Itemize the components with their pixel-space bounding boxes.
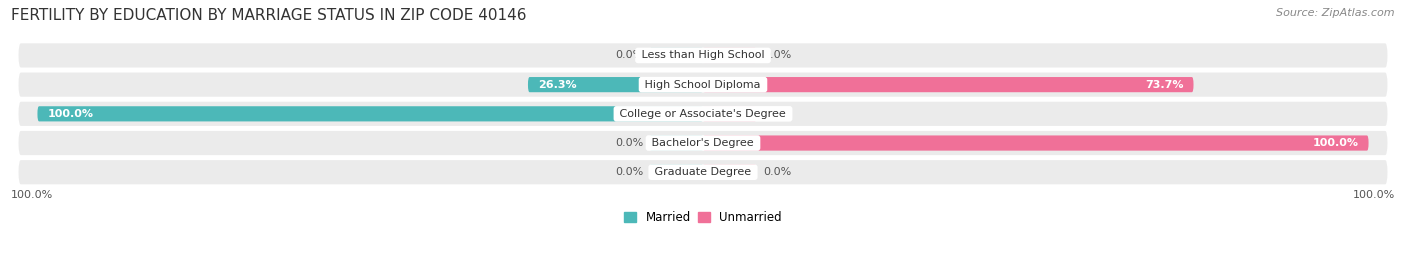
FancyBboxPatch shape (703, 106, 756, 121)
FancyBboxPatch shape (650, 136, 703, 151)
Text: 100.0%: 100.0% (48, 109, 93, 119)
Text: Source: ZipAtlas.com: Source: ZipAtlas.com (1277, 8, 1395, 18)
FancyBboxPatch shape (650, 48, 703, 63)
Text: 100.0%: 100.0% (1353, 190, 1395, 200)
Text: College or Associate's Degree: College or Associate's Degree (616, 109, 790, 119)
Text: FERTILITY BY EDUCATION BY MARRIAGE STATUS IN ZIP CODE 40146: FERTILITY BY EDUCATION BY MARRIAGE STATU… (11, 8, 527, 23)
FancyBboxPatch shape (17, 101, 1389, 127)
FancyBboxPatch shape (650, 165, 703, 180)
FancyBboxPatch shape (17, 130, 1389, 156)
Text: 26.3%: 26.3% (538, 80, 576, 90)
Text: 73.7%: 73.7% (1144, 80, 1184, 90)
Text: 0.0%: 0.0% (763, 50, 792, 61)
Text: Bachelor's Degree: Bachelor's Degree (648, 138, 758, 148)
Text: 100.0%: 100.0% (11, 190, 53, 200)
FancyBboxPatch shape (17, 42, 1389, 69)
Text: 0.0%: 0.0% (763, 167, 792, 177)
FancyBboxPatch shape (17, 72, 1389, 98)
Text: 0.0%: 0.0% (763, 109, 792, 119)
FancyBboxPatch shape (38, 106, 703, 121)
Text: 0.0%: 0.0% (614, 167, 643, 177)
FancyBboxPatch shape (703, 136, 1368, 151)
Text: 100.0%: 100.0% (1313, 138, 1358, 148)
Text: High School Diploma: High School Diploma (641, 80, 765, 90)
FancyBboxPatch shape (703, 77, 1194, 92)
Text: Less than High School: Less than High School (638, 50, 768, 61)
FancyBboxPatch shape (703, 165, 756, 180)
Text: 0.0%: 0.0% (614, 138, 643, 148)
FancyBboxPatch shape (703, 48, 756, 63)
Text: Graduate Degree: Graduate Degree (651, 167, 755, 177)
FancyBboxPatch shape (529, 77, 703, 92)
Legend: Married, Unmarried: Married, Unmarried (620, 206, 786, 229)
FancyBboxPatch shape (17, 159, 1389, 185)
Text: 0.0%: 0.0% (614, 50, 643, 61)
